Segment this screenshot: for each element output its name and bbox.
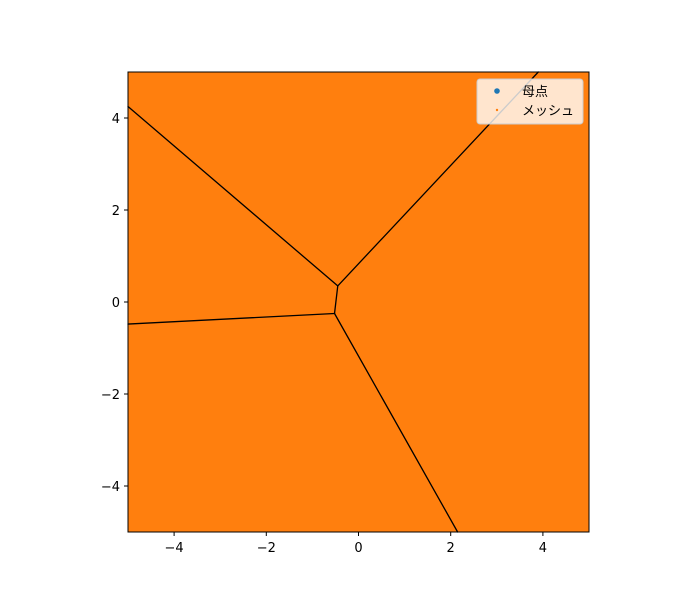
y-tick-label: 2 (112, 204, 120, 219)
y-axis-ticks: −4 −2 0 2 4 (101, 112, 128, 495)
y-tick-label: 4 (112, 112, 120, 127)
voronoi-edge (127, 105, 339, 287)
x-tick-label: 2 (447, 541, 455, 556)
x-tick-label: 4 (539, 541, 547, 556)
y-tick-label: 0 (112, 296, 120, 311)
x-axis-ticks: −4 −2 0 2 4 (165, 532, 547, 556)
legend-label: メッシュ (522, 104, 574, 119)
x-tick-label: 0 (354, 541, 362, 556)
x-tick-label: −2 (257, 541, 276, 556)
legend-marker-circle (494, 88, 500, 94)
y-tick-label: −2 (101, 388, 120, 403)
voronoi-edge (333, 285, 339, 315)
legend-marker-point (495, 108, 499, 112)
y-tick-label: −4 (101, 480, 120, 495)
x-tick-label: −4 (165, 541, 184, 556)
voronoi-edge (127, 312, 336, 325)
voronoi-edge (333, 312, 459, 533)
legend-box (476, 78, 584, 125)
legend-label: 母点 (522, 85, 548, 100)
plot-area-fill (128, 72, 589, 532)
